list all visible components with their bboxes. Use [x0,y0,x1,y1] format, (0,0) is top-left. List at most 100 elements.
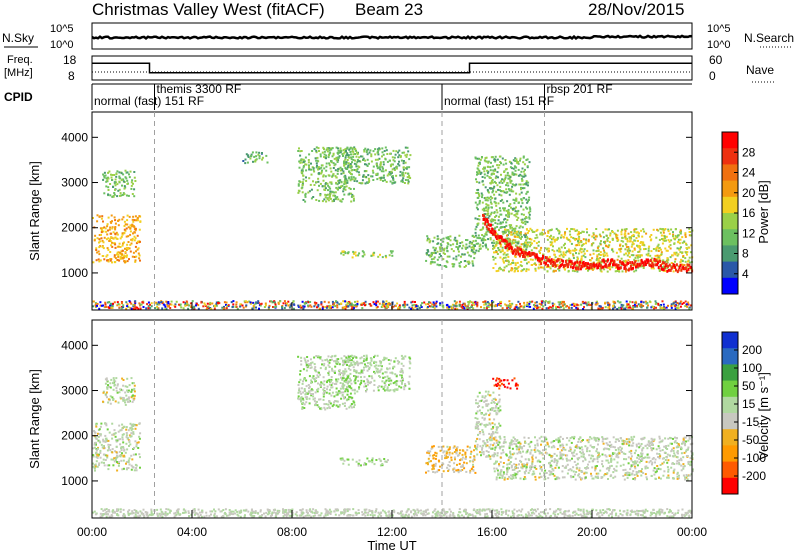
near-range-cell [403,305,406,308]
echo-cell [395,150,398,153]
echo-cell [338,179,341,182]
echo-cell [372,254,375,257]
echo-cell [474,157,477,160]
echo-cell [661,242,664,245]
echo-cell [515,158,518,161]
echo-cell [134,259,137,262]
echo-cell [630,245,633,248]
near-range-cell [674,301,677,304]
echo-cell [119,246,122,248]
echo-cell [338,186,341,189]
echo-cell [574,229,577,232]
echo-cell [328,370,331,373]
near-range-cell [127,305,130,308]
near-range-cell [534,301,537,304]
echo-cell [481,245,484,248]
echo-cell [122,379,125,381]
echo-cell [350,169,353,172]
echo-band-cell [570,260,573,264]
echo-cell [548,255,551,258]
echo-cell [512,167,515,170]
echo-cell [309,358,312,361]
echo-cell [478,218,481,221]
echo-cell [383,386,386,389]
echo-cell [130,184,133,187]
echo-cell [375,370,378,373]
near-range-cell [324,306,327,308]
near-range-cell [632,306,635,309]
echo-cell [104,174,107,177]
echo-band-cell [491,228,494,232]
echo-cell [114,222,117,225]
near-range-cell [472,307,475,310]
near-range-cell [236,307,239,310]
echo-cell [541,231,544,234]
echo-cell [366,158,369,161]
echo-cell [516,161,519,164]
echo-cell [463,266,466,268]
echo-cell [639,248,642,251]
echo-cell [98,215,101,218]
echo-cell [302,368,305,371]
near-range-cell [175,300,178,303]
echo-cell [127,226,130,229]
echo-cell [102,178,105,181]
echo-band-cell [579,260,582,264]
echo-cell [496,233,499,236]
echo-band-cell [673,264,676,267]
echo-cell [364,382,367,385]
echo-cell [486,171,489,174]
near-range-cell [555,307,558,310]
echo-cell [639,245,641,248]
echo-cell [595,250,598,253]
echo-cell [353,369,356,371]
echo-cell [510,233,513,236]
echo-cell [102,391,105,394]
echo-cell [127,461,130,464]
echo-cell [548,265,551,268]
echo-band-cell [522,253,525,257]
echo-cell [386,174,389,177]
echo-cell [258,157,261,160]
echo-cell [489,177,492,179]
echo-cell [350,172,352,175]
echo-cell [328,407,331,409]
echo-cell [372,179,375,181]
echo-cell [111,451,114,454]
echo-cell [329,197,332,200]
echo-band-cell [607,258,609,262]
echo-cell [338,167,341,170]
echo-band-cell [615,263,618,267]
near-range-cell [403,300,406,303]
echo-cell [534,237,537,240]
echo-cell [518,232,521,235]
near-range-cell [544,303,547,306]
echo-cell [667,230,670,233]
echo-cell [126,385,129,388]
echo-cell [679,247,681,250]
colorbar-tick-label: 12 [742,226,756,240]
echo-cell [430,254,433,257]
echo-cell [326,360,329,363]
echo-cell [492,169,495,172]
echo-cell [640,229,643,232]
echo-cell [105,180,108,183]
near-range-cell [484,300,487,303]
echo-cell [115,377,118,380]
echo-cell [137,252,140,255]
echo-cell [510,224,513,227]
near-range-cell [385,303,388,306]
echo-cell [485,231,488,234]
nsky-tick-bottom: 10^0 [50,39,74,51]
echo-cell [572,257,575,259]
nave-tick-bottom: 0 [709,69,716,83]
echo-cell [394,153,397,156]
echo-cell [684,260,687,263]
echo-cell [92,447,95,450]
echo-cell [112,237,115,240]
near-range-cell [499,304,502,307]
near-range-cell [350,307,353,310]
echo-cell [494,219,497,222]
echo-cell [310,197,313,200]
echo-cell [670,239,673,242]
